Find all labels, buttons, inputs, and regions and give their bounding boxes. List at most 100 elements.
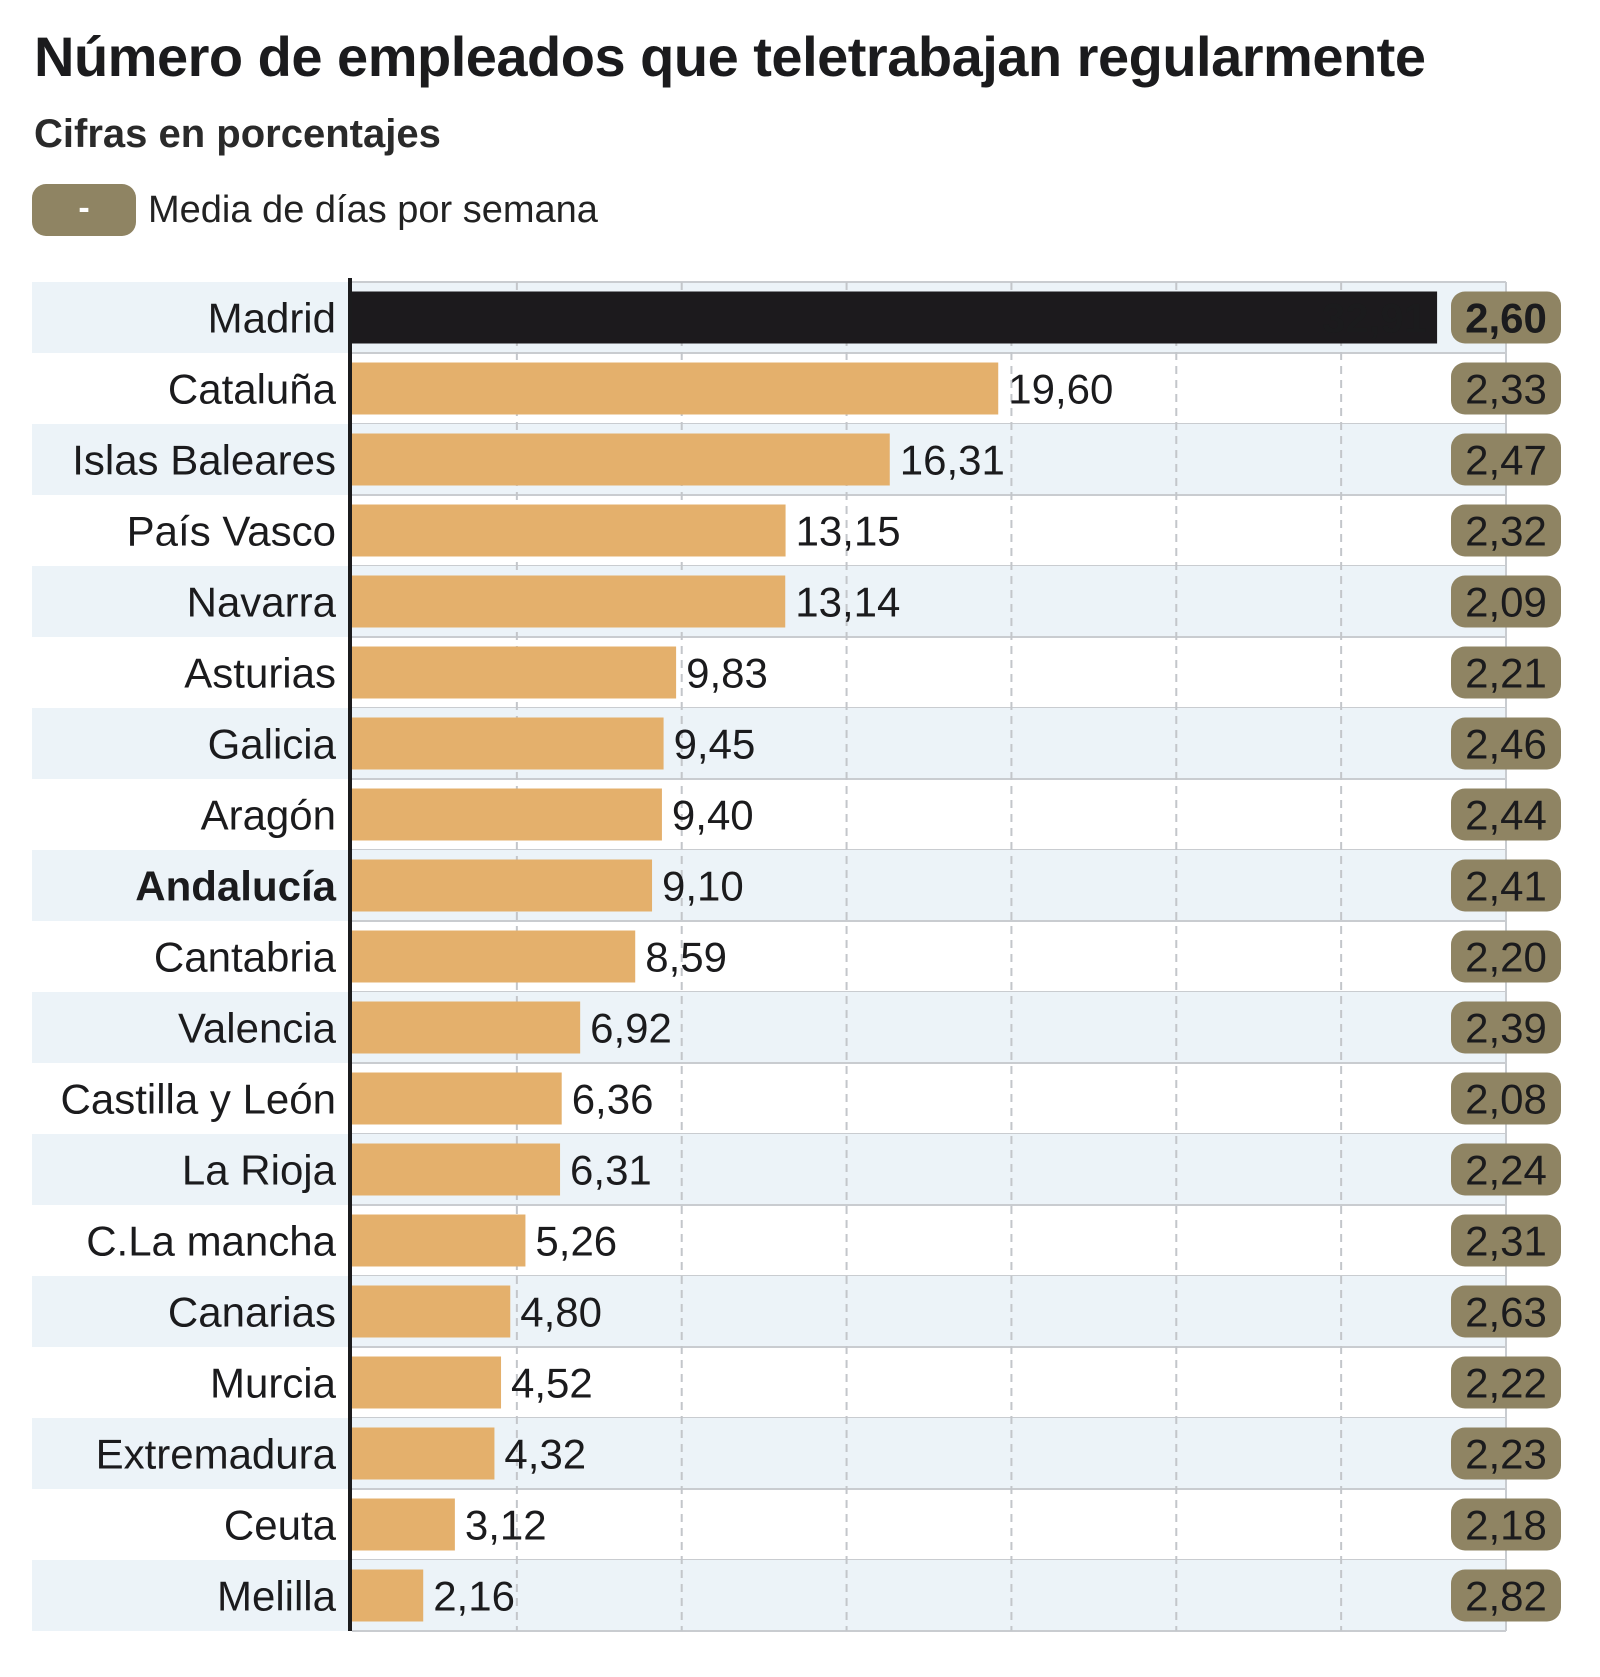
- days-pill: [1451, 1427, 1561, 1480]
- days-per-week-label: 2,46: [1465, 721, 1547, 768]
- bar: [352, 291, 1438, 344]
- category-label: C.La mancha: [86, 1218, 336, 1265]
- category-label: Canarias: [168, 1289, 336, 1336]
- bar: [352, 717, 664, 770]
- bar-value-label: 13,14: [795, 579, 900, 626]
- bar: [352, 1072, 562, 1125]
- days-per-week-label: 2,63: [1465, 1289, 1547, 1336]
- days-pill: [1451, 1072, 1561, 1125]
- days-per-week-label: 2,08: [1465, 1076, 1547, 1123]
- category-label: Valencia: [178, 1005, 337, 1052]
- chart-subtitle: Cifras en porcentajes: [34, 112, 441, 156]
- days-per-week-label: 2,39: [1465, 1005, 1547, 1052]
- days-pill: [1451, 1001, 1561, 1054]
- days-pill: [1451, 433, 1561, 486]
- bar: [352, 930, 636, 983]
- bar-value-label: 3,12: [465, 1502, 547, 1549]
- category-label: Islas Baleares: [72, 437, 336, 484]
- bar: [352, 1001, 581, 1054]
- days-per-week-label: 2,18: [1465, 1502, 1547, 1549]
- bar: [352, 504, 786, 557]
- days-pill: [1451, 1214, 1561, 1267]
- category-label: Navarra: [187, 579, 337, 626]
- bar: [352, 646, 677, 699]
- days-per-week-label: 2,47: [1465, 437, 1547, 484]
- days-pill: [1451, 362, 1561, 415]
- days-pill: [1451, 1285, 1561, 1338]
- bar-value-label: 9,40: [672, 792, 754, 839]
- category-label: Castilla y León: [61, 1076, 336, 1123]
- bar: [352, 788, 662, 841]
- category-label: La Rioja: [182, 1147, 337, 1194]
- bar-value-label: 6,31: [570, 1147, 652, 1194]
- days-per-week-label: 2,20: [1465, 934, 1547, 981]
- days-per-week-label: 2,09: [1465, 579, 1547, 626]
- category-label: Andalucía: [135, 863, 336, 910]
- category-label: Cataluña: [168, 366, 337, 413]
- category-label: Murcia: [210, 1360, 337, 1407]
- days-per-week-label: 2,22: [1465, 1360, 1547, 1407]
- bar: [352, 1214, 526, 1267]
- days-pill: [1451, 504, 1561, 557]
- bar-value-label: 16,31: [900, 437, 1005, 484]
- days-pill: [1451, 1498, 1561, 1551]
- bar-value-label: 8,59: [645, 934, 727, 981]
- days-pill: [1451, 859, 1561, 912]
- bar-value-label: 9,83: [686, 650, 768, 697]
- days-per-week-label: 2,82: [1465, 1573, 1547, 1620]
- bar-value-label: 4,80: [520, 1289, 602, 1336]
- bar: [352, 1569, 424, 1622]
- days-pill: [1451, 1356, 1561, 1409]
- row-band: [32, 1134, 1506, 1205]
- legend-swatch: -: [32, 184, 136, 236]
- days-pill: [1451, 575, 1561, 628]
- category-label: Cantabria: [154, 934, 337, 981]
- legend: - Media de días por semana: [32, 184, 598, 236]
- days-per-week-label: 2,24: [1465, 1147, 1547, 1194]
- chart-title: Número de empleados que teletrabajan reg…: [34, 25, 1426, 88]
- days-per-week-label: 2,23: [1465, 1431, 1547, 1478]
- bar-value-label: 32,91: [1322, 295, 1427, 342]
- days-per-week-label: 2,21: [1465, 650, 1547, 697]
- row-band: [32, 850, 1506, 921]
- days-pill: [1451, 788, 1561, 841]
- bar-value-label: 13,15: [796, 508, 901, 555]
- days-per-week-label: 2,31: [1465, 1218, 1547, 1265]
- days-per-week-label: 2,32: [1465, 508, 1547, 555]
- row-band: [32, 1418, 1506, 1489]
- days-per-week-label: 2,33: [1465, 366, 1547, 413]
- days-pill: [1451, 646, 1561, 699]
- row-band: [32, 708, 1506, 779]
- bar-value-label: 4,32: [504, 1431, 586, 1478]
- bar-value-label: 6,36: [572, 1076, 654, 1123]
- bar-value-label: 6,92: [590, 1005, 672, 1052]
- days-pill: [1451, 291, 1561, 344]
- category-label: Aragón: [201, 792, 336, 839]
- bar-value-label: 19,60: [1008, 366, 1113, 413]
- bar-value-label: 4,52: [511, 1360, 593, 1407]
- bar: [352, 1498, 455, 1551]
- category-label: País Vasco: [127, 508, 336, 555]
- bar: [352, 1356, 502, 1409]
- category-label: Extremadura: [96, 1431, 337, 1478]
- days-pill: [1451, 1569, 1561, 1622]
- days-pill: [1451, 717, 1561, 770]
- bar: [352, 1427, 495, 1480]
- bar-value-label: 9,10: [662, 863, 744, 910]
- bar: [352, 433, 890, 486]
- bar-value-label: 2,16: [433, 1573, 515, 1620]
- bar: [352, 575, 786, 628]
- bar-value-label: 9,45: [674, 721, 756, 768]
- category-label: Melilla: [217, 1573, 337, 1620]
- days-per-week-label: 2,60: [1465, 295, 1547, 342]
- category-label: Asturias: [184, 650, 336, 697]
- bar: [352, 1143, 561, 1196]
- row-band: [32, 1560, 1506, 1631]
- bar: [352, 1285, 511, 1338]
- bar: [352, 362, 999, 415]
- bar: [352, 859, 653, 912]
- legend-label: Media de días por semana: [148, 188, 598, 231]
- row-band: [32, 992, 1506, 1063]
- category-label: Madrid: [208, 295, 336, 342]
